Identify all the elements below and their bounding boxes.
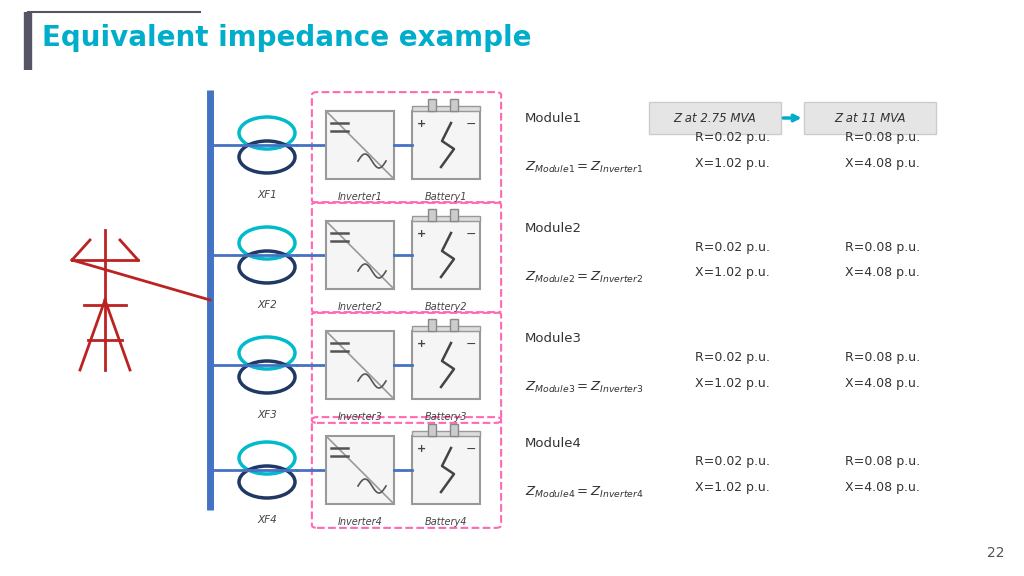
FancyBboxPatch shape [326,221,394,289]
FancyBboxPatch shape [326,111,394,179]
Text: Battery2: Battery2 [425,302,467,312]
Text: R=0.02 p.u.: R=0.02 p.u. [695,241,770,253]
FancyBboxPatch shape [805,103,936,134]
FancyBboxPatch shape [412,216,480,221]
FancyBboxPatch shape [450,209,458,221]
FancyBboxPatch shape [649,103,780,134]
FancyBboxPatch shape [412,431,480,436]
Text: +: + [417,339,426,349]
Text: R=0.08 p.u.: R=0.08 p.u. [845,131,921,143]
FancyBboxPatch shape [428,424,436,436]
Text: X=1.02 p.u.: X=1.02 p.u. [695,377,770,389]
Text: R=0.02 p.u.: R=0.02 p.u. [695,456,770,468]
Text: −: − [466,228,476,241]
Text: Inverter4: Inverter4 [338,517,382,527]
FancyBboxPatch shape [412,111,480,179]
Text: −: − [466,338,476,351]
Text: +: + [417,444,426,454]
Text: Module1: Module1 [525,112,582,125]
Text: Equivalent impedance example: Equivalent impedance example [42,24,531,52]
Text: Battery3: Battery3 [425,412,467,422]
Text: Z at 2.75 MVA: Z at 2.75 MVA [674,112,757,124]
Text: $Z_{\mathit{Module4}} = Z_{\mathit{Inverter4}}$: $Z_{\mathit{Module4}} = Z_{\mathit{Inver… [525,484,644,499]
Text: Module2: Module2 [525,222,582,235]
Text: −: − [466,118,476,131]
FancyBboxPatch shape [412,331,480,399]
FancyBboxPatch shape [326,436,394,504]
FancyBboxPatch shape [450,99,458,111]
Text: Battery1: Battery1 [425,192,467,202]
FancyBboxPatch shape [428,209,436,221]
Text: X=1.02 p.u.: X=1.02 p.u. [695,267,770,279]
Text: Z at 11 MVA: Z at 11 MVA [835,112,906,124]
FancyBboxPatch shape [450,424,458,436]
Text: Battery4: Battery4 [425,517,467,527]
Text: Inverter2: Inverter2 [338,302,382,312]
FancyBboxPatch shape [428,319,436,331]
FancyBboxPatch shape [326,111,394,179]
FancyBboxPatch shape [428,99,436,111]
Text: XF2: XF2 [257,300,276,310]
Text: Inverter1: Inverter1 [338,192,382,202]
Text: $Z_{\mathit{Module1}} = Z_{\mathit{Inverter1}}$: $Z_{\mathit{Module1}} = Z_{\mathit{Inver… [525,160,643,175]
FancyBboxPatch shape [326,331,394,399]
Text: R=0.08 p.u.: R=0.08 p.u. [845,351,921,363]
Text: +: + [417,119,426,129]
FancyBboxPatch shape [326,331,394,399]
Text: X=1.02 p.u.: X=1.02 p.u. [695,157,770,169]
Text: 22: 22 [987,546,1005,560]
Text: $Z_{\mathit{Module3}} = Z_{\mathit{Inverter3}}$: $Z_{\mathit{Module3}} = Z_{\mathit{Inver… [525,380,644,395]
Text: Module3: Module3 [525,332,582,345]
Text: $Z_{\mathit{Module2}} = Z_{\mathit{Inverter2}}$: $Z_{\mathit{Module2}} = Z_{\mathit{Inver… [525,270,643,285]
FancyBboxPatch shape [326,221,394,289]
Text: R=0.02 p.u.: R=0.02 p.u. [695,131,770,143]
FancyBboxPatch shape [412,106,480,111]
Text: X=4.08 p.u.: X=4.08 p.u. [845,482,920,495]
Text: XF3: XF3 [257,410,276,420]
Text: XF1: XF1 [257,190,276,200]
Text: −: − [466,442,476,456]
Text: R=0.02 p.u.: R=0.02 p.u. [695,351,770,363]
FancyBboxPatch shape [412,436,480,504]
Text: R=0.08 p.u.: R=0.08 p.u. [845,456,921,468]
Text: X=4.08 p.u.: X=4.08 p.u. [845,377,920,389]
Text: R=0.08 p.u.: R=0.08 p.u. [845,241,921,253]
FancyBboxPatch shape [412,326,480,331]
FancyBboxPatch shape [450,319,458,331]
Text: Module4: Module4 [525,437,582,450]
Text: X=4.08 p.u.: X=4.08 p.u. [845,267,920,279]
FancyBboxPatch shape [412,221,480,289]
Text: XF4: XF4 [257,515,276,525]
Text: X=1.02 p.u.: X=1.02 p.u. [695,482,770,495]
Text: Inverter3: Inverter3 [338,412,382,422]
FancyBboxPatch shape [326,436,394,504]
Text: X=4.08 p.u.: X=4.08 p.u. [845,157,920,169]
Text: +: + [417,229,426,239]
